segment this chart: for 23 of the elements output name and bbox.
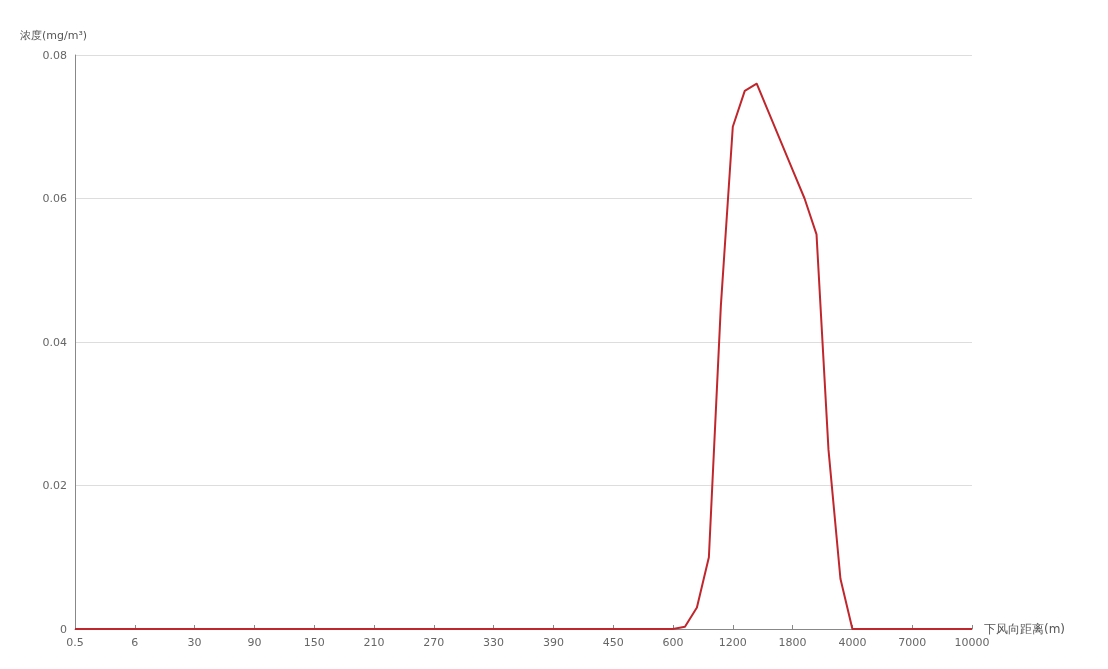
y-tick-label: 0 [60, 622, 67, 636]
x-tick-label: 390 [542, 636, 564, 649]
y-tick-label: 0.06 [42, 192, 67, 205]
y-tick-label: 0.02 [42, 479, 67, 492]
y-tick-label: 0.08 [42, 48, 67, 62]
x-tick-label: 90 [247, 636, 262, 649]
x-tick-label: 210 [363, 636, 385, 649]
x-tick-label: 4000 [838, 636, 867, 649]
x-tick-label: 7000 [898, 636, 927, 649]
y-axis-title: 浓度(mg/m³) [20, 29, 88, 42]
x-tick-label: 600 [662, 636, 684, 649]
x-axis-title: 下风向距离(m) [984, 622, 1066, 636]
x-tick-label: 6 [131, 636, 139, 649]
x-tick-label: 150 [303, 636, 325, 649]
x-tick-label: 30 [187, 636, 202, 649]
x-tick-label: 10000 [954, 636, 990, 649]
x-tick-label: 1800 [778, 636, 807, 649]
x-tick-label: 330 [483, 636, 505, 649]
x-tick-label: 1200 [718, 636, 747, 649]
x-tick-label: 450 [602, 636, 624, 649]
x-tick-label: 0.5 [66, 636, 84, 649]
y-tick-label: 0.04 [42, 335, 67, 349]
x-tick-label: 270 [423, 636, 445, 649]
